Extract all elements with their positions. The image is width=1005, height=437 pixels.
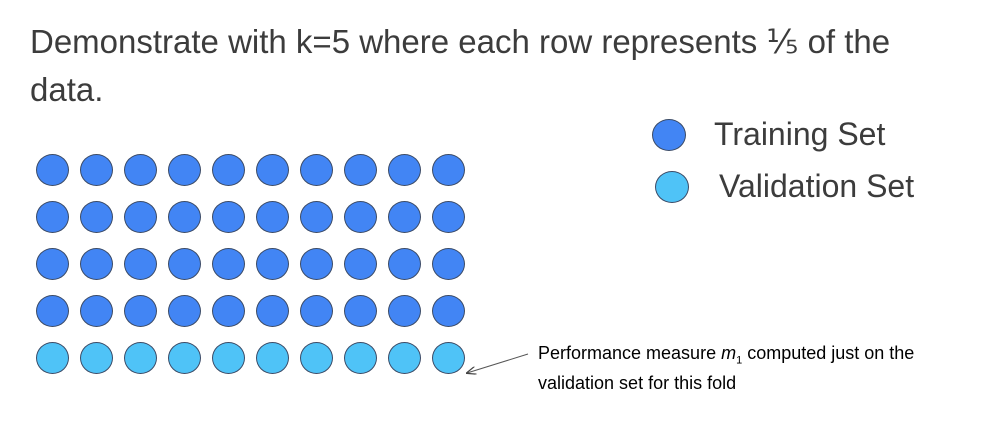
validation-set-swatch xyxy=(655,170,689,203)
training-dot xyxy=(300,295,333,327)
training-dot xyxy=(344,248,377,280)
legend-validation-label: Validation Set xyxy=(719,168,915,204)
training-dot xyxy=(432,201,465,233)
training-dot xyxy=(432,248,465,280)
training-dot xyxy=(36,295,69,327)
slide-title: Demonstrate with k=5 where each row repr… xyxy=(30,23,891,108)
validation-dot xyxy=(256,342,289,374)
training-dot xyxy=(344,201,377,233)
training-dot xyxy=(212,295,245,327)
legend-training-label: Training Set xyxy=(714,116,886,152)
training-dot xyxy=(168,248,201,280)
training-dot xyxy=(388,154,421,186)
validation-dot xyxy=(300,342,333,374)
validation-dot xyxy=(124,342,157,374)
training-dot xyxy=(80,248,113,280)
training-dot xyxy=(168,154,201,186)
training-dot xyxy=(36,201,69,233)
training-dot xyxy=(256,248,289,280)
fold-grid xyxy=(36,154,465,374)
measure-subscript: 1 xyxy=(736,354,743,367)
training-dot xyxy=(168,295,201,327)
training-dot xyxy=(124,154,157,186)
training-dot xyxy=(256,295,289,327)
legend-validation: Validation Set xyxy=(655,168,914,205)
training-dot xyxy=(124,248,157,280)
training-dot xyxy=(300,201,333,233)
measure-symbol: m xyxy=(721,343,737,363)
training-dot xyxy=(256,154,289,186)
validation-dot xyxy=(36,342,69,374)
validation-dot xyxy=(80,342,113,374)
training-dot xyxy=(212,154,245,186)
training-dot xyxy=(36,248,69,280)
performance-annotation: Performance measure m1 computed just on … xyxy=(538,342,978,394)
validation-dot xyxy=(388,342,421,374)
validation-dot xyxy=(432,342,465,374)
training-dot xyxy=(168,201,201,233)
training-dot xyxy=(212,248,245,280)
training-dot xyxy=(432,295,465,327)
training-dot xyxy=(256,201,289,233)
training-dot xyxy=(80,154,113,186)
training-set-swatch xyxy=(652,118,686,151)
training-dot xyxy=(388,201,421,233)
legend-training: Training Set xyxy=(652,116,885,153)
arrow-line xyxy=(467,353,529,373)
training-dot xyxy=(388,295,421,327)
training-dot xyxy=(124,201,157,233)
training-dot xyxy=(432,154,465,186)
validation-dot xyxy=(168,342,201,374)
training-dot xyxy=(80,295,113,327)
training-dot xyxy=(344,154,377,186)
validation-dot xyxy=(344,342,377,374)
training-dot xyxy=(388,248,421,280)
training-dot xyxy=(300,154,333,186)
training-dot xyxy=(124,295,157,327)
annotation-suffix: computed just on the validation set for … xyxy=(538,343,915,393)
training-dot xyxy=(36,154,69,186)
training-dot xyxy=(212,201,245,233)
annotation-prefix: Performance measure xyxy=(538,343,722,363)
validation-dot xyxy=(212,342,245,374)
training-dot xyxy=(80,201,113,233)
training-dot xyxy=(344,295,377,327)
training-dot xyxy=(300,248,333,280)
